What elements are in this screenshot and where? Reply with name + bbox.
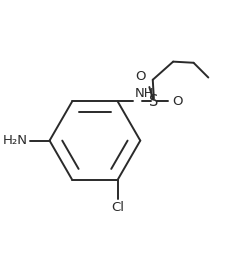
Text: O: O xyxy=(172,95,183,108)
Text: Cl: Cl xyxy=(111,201,124,214)
Text: O: O xyxy=(136,70,146,83)
Text: H₂N: H₂N xyxy=(3,134,28,147)
Text: S: S xyxy=(149,94,159,109)
Text: NH: NH xyxy=(135,87,154,100)
